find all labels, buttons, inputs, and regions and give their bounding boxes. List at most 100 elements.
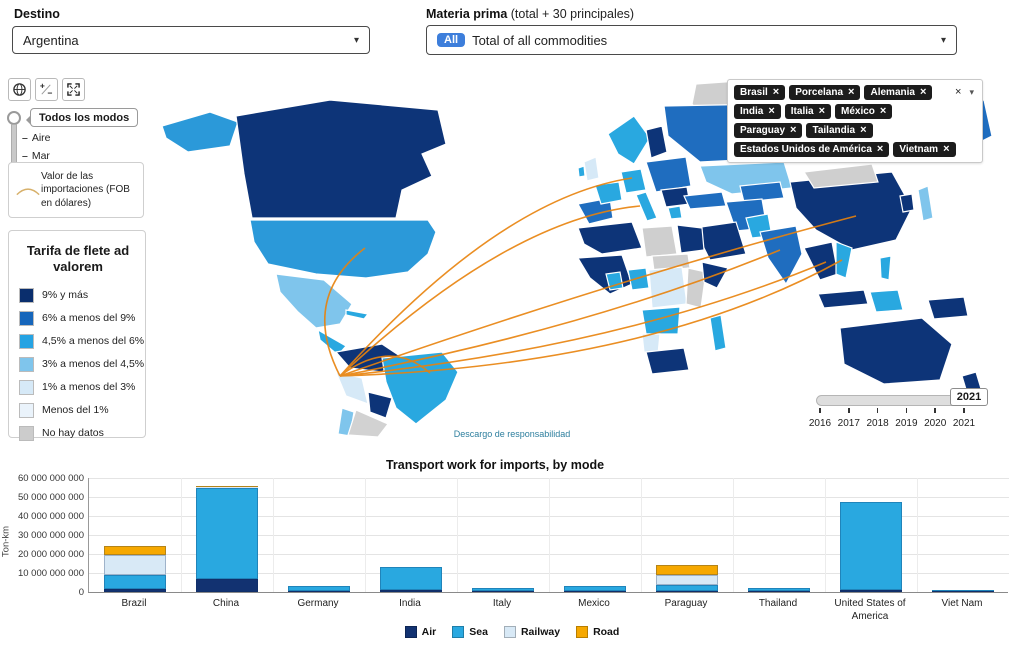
bar-segment-sea[interactable] bbox=[932, 590, 994, 591]
bar-segment-road[interactable] bbox=[656, 565, 718, 575]
bar-segment-sea[interactable] bbox=[196, 487, 258, 579]
partner-tag[interactable]: Estados Unidos de América × bbox=[734, 142, 890, 157]
bar-segment-air[interactable] bbox=[656, 590, 718, 592]
tick-mark-icon bbox=[876, 408, 879, 413]
year-tick-label: 2016 bbox=[808, 418, 832, 429]
map-controls: + − bbox=[8, 78, 85, 101]
category-separator bbox=[273, 478, 274, 592]
category-separator bbox=[457, 478, 458, 592]
legend-label: 1% a menos del 3% bbox=[42, 381, 136, 393]
year-tick[interactable]: 2018 bbox=[863, 408, 893, 431]
bar-segment-sea[interactable] bbox=[104, 574, 166, 590]
legend-item: 6% a menos del 9% bbox=[19, 310, 137, 326]
import-flow-arcs bbox=[323, 177, 857, 377]
year-slider-track[interactable] bbox=[816, 395, 960, 406]
bar-segment-air[interactable] bbox=[840, 590, 902, 592]
bar-segment-sea[interactable] bbox=[748, 588, 810, 592]
year-tick[interactable]: 2020 bbox=[920, 408, 950, 431]
partner-tag[interactable]: Brasil × bbox=[734, 85, 786, 100]
category-separator bbox=[733, 478, 734, 592]
clear-all-tags-icon[interactable]: × bbox=[955, 86, 962, 98]
remove-tag-icon[interactable]: × bbox=[943, 143, 950, 155]
partner-tag[interactable]: Italia × bbox=[784, 104, 832, 119]
category-separator bbox=[917, 478, 918, 592]
year-tick-label: 2019 bbox=[895, 418, 918, 429]
commodity-select[interactable]: All Total of all commodities ▾ bbox=[426, 25, 957, 55]
bar-segment-sea[interactable] bbox=[656, 584, 718, 591]
legend-item: 9% y más bbox=[19, 287, 137, 303]
mode-option[interactable]: – Aire bbox=[22, 129, 51, 147]
tick-mark-icon: – bbox=[22, 132, 28, 144]
bar-segment-railway[interactable] bbox=[196, 486, 258, 488]
tick-mark-icon bbox=[905, 408, 908, 413]
transport-work-chart: Transport work for imports, by mode Ton-… bbox=[0, 452, 1024, 653]
remove-tag-icon[interactable]: × bbox=[772, 86, 780, 98]
legend-item: Sea bbox=[452, 626, 488, 638]
choropleth-legend: Tarifa de flete ad valorem 9% y más 6% a … bbox=[8, 230, 146, 441]
remove-tag-icon[interactable]: × bbox=[879, 105, 887, 117]
partner-tag[interactable]: Vietnam × bbox=[893, 142, 956, 157]
mode-options: – Aire – Mar bbox=[22, 129, 51, 165]
bar-segment-air[interactable] bbox=[564, 591, 626, 592]
remove-tag-icon[interactable]: × bbox=[790, 124, 797, 136]
legend-label: 3% a menos del 4,5% bbox=[42, 358, 145, 370]
bar-segment-air[interactable] bbox=[104, 589, 166, 592]
year-tick[interactable]: 2021 bbox=[949, 408, 979, 431]
partner-tag[interactable]: Tailandia × bbox=[806, 123, 873, 138]
bar-segment-air[interactable] bbox=[380, 590, 442, 592]
disclaimer-link[interactable]: Descargo de responsabilidad bbox=[453, 429, 571, 439]
y-tick-label: 60 000 000 000 bbox=[17, 473, 84, 484]
legend-item: 3% a menos del 4,5% bbox=[19, 356, 144, 372]
bar-segment-sea[interactable] bbox=[564, 586, 626, 592]
x-axis-label: India bbox=[399, 598, 421, 609]
mode-slider-track[interactable] bbox=[11, 124, 17, 164]
bar-segment-air[interactable] bbox=[472, 591, 534, 592]
legend-swatch bbox=[576, 626, 589, 638]
bar-segment-railway[interactable] bbox=[104, 554, 166, 575]
legend-swatch bbox=[19, 425, 34, 441]
destination-select[interactable]: Argentina ▾ bbox=[12, 26, 370, 54]
bar-segment-road[interactable] bbox=[196, 485, 258, 487]
bar-segment-air[interactable] bbox=[288, 591, 350, 592]
partner-tag[interactable]: Alemania × bbox=[864, 85, 933, 100]
bar-segment-road[interactable] bbox=[104, 546, 166, 555]
partner-tag[interactable]: Paraguay × bbox=[734, 123, 803, 138]
mode-slider-handle[interactable] bbox=[7, 111, 21, 125]
globe-icon[interactable] bbox=[8, 78, 31, 101]
remove-tag-icon[interactable]: × bbox=[818, 105, 826, 117]
year-tick[interactable]: 2016 bbox=[805, 408, 835, 431]
fullscreen-icon[interactable] bbox=[62, 78, 85, 101]
remove-tag-icon[interactable]: × bbox=[876, 143, 884, 155]
bar-segment-sea[interactable] bbox=[288, 585, 350, 592]
plot-area bbox=[88, 478, 1009, 592]
bar-segment-air[interactable] bbox=[748, 591, 810, 592]
bar-segment-railway[interactable] bbox=[656, 574, 718, 585]
tick-mark-icon bbox=[848, 408, 850, 413]
remove-tag-icon[interactable]: × bbox=[768, 105, 775, 117]
bar-segment-sea[interactable] bbox=[380, 566, 442, 591]
zoom-plus-minus-icon[interactable]: + − bbox=[35, 78, 58, 101]
remove-tag-icon[interactable]: × bbox=[848, 86, 855, 98]
remove-tag-icon[interactable]: × bbox=[919, 86, 927, 98]
year-tick[interactable]: 2019 bbox=[891, 408, 921, 431]
commodity-label: Materia prima (total + 30 principales) bbox=[426, 7, 635, 21]
partner-tag[interactable]: Porcelana × bbox=[789, 85, 861, 100]
bar-segment-air[interactable] bbox=[196, 578, 258, 592]
partner-tag[interactable]: México × bbox=[835, 104, 893, 119]
partner-tag[interactable]: India × bbox=[734, 104, 781, 119]
flow-legend-text: Valor de las importaciones (FOB en dólar… bbox=[41, 170, 130, 209]
year-tick[interactable]: 2017 bbox=[834, 408, 864, 431]
legend-item: Air bbox=[404, 626, 436, 638]
bar-segment-sea[interactable] bbox=[840, 501, 902, 591]
bar-segment-air[interactable] bbox=[932, 590, 994, 592]
mode-option[interactable]: – Mar bbox=[22, 147, 51, 165]
year-tick-label: 2020 bbox=[924, 418, 947, 429]
bar-segment-sea[interactable] bbox=[472, 588, 534, 592]
partner-tag-label: Tailandia bbox=[812, 125, 856, 136]
chevron-down-icon[interactable]: ▾ bbox=[969, 86, 974, 97]
x-axis-label: Mexico bbox=[578, 598, 610, 609]
remove-tag-icon[interactable]: × bbox=[860, 124, 867, 136]
legend-swatch bbox=[404, 626, 417, 638]
year-slider-handle[interactable]: 2021 bbox=[950, 388, 988, 406]
